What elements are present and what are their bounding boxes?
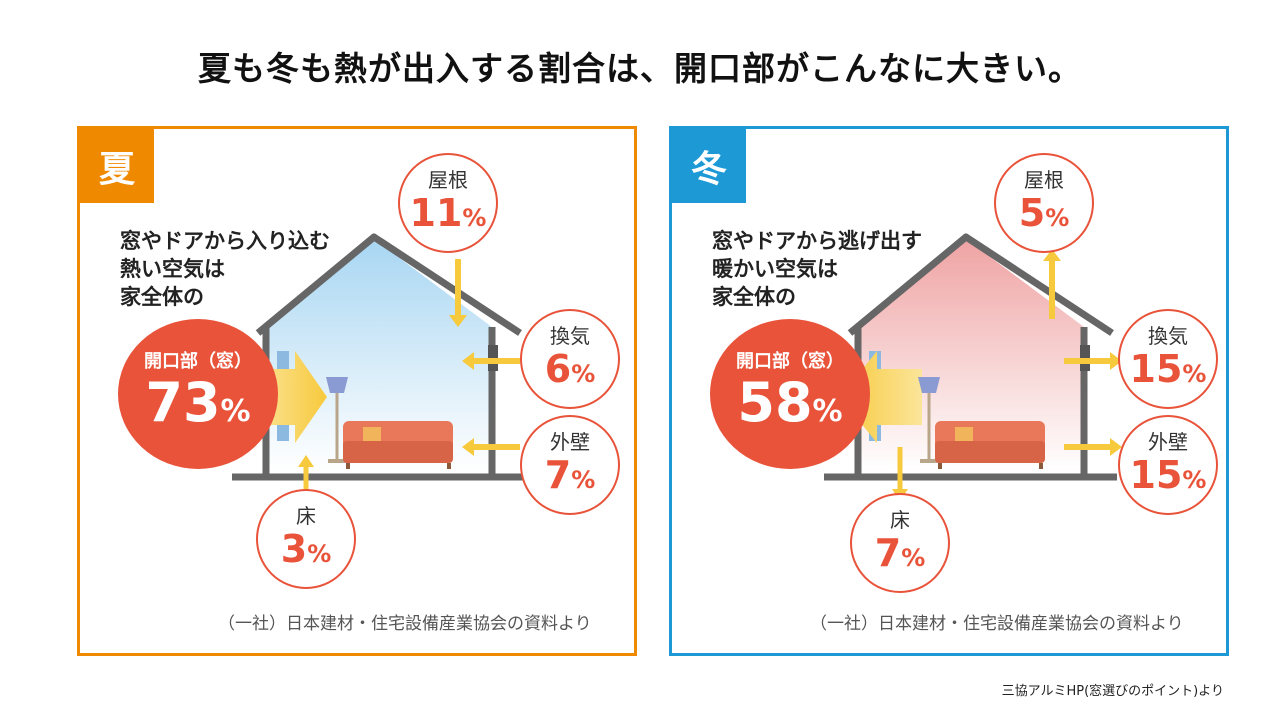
winter-wall-badge: 外壁 15% bbox=[1118, 415, 1218, 515]
page-title: 夏も冬も熱が出入する割合は、開口部がこんなに大きい。 bbox=[198, 49, 1082, 88]
vent-value: 6% bbox=[544, 346, 596, 391]
vent-label: 換気 bbox=[550, 323, 590, 348]
desc-line: 家全体の bbox=[712, 285, 796, 309]
winter-roof-arrow bbox=[1043, 249, 1061, 261]
winter-roof bbox=[847, 233, 1114, 336]
winter-vent-arrow bbox=[1110, 352, 1122, 370]
summer-panel: 夏 窓やドアから入り込む 熱い空気は 家全体の 開口部（窓） 73% 屋根 11… bbox=[77, 126, 637, 656]
summer-house-illustration bbox=[232, 233, 525, 499]
floor-value: 3% bbox=[280, 526, 332, 571]
desc-line: 窓やドアから逃げ出す bbox=[712, 229, 922, 253]
opening-label: 開口部（窓） bbox=[736, 350, 844, 372]
summer-source-note: （一社）日本建材・住宅設備産業協会の資料より bbox=[218, 614, 592, 634]
summer-vent-arrow bbox=[462, 352, 474, 370]
season-label-winter: 冬 bbox=[672, 129, 746, 203]
wall-label: 外壁 bbox=[1148, 429, 1188, 454]
winter-floor-badge: 床 7% bbox=[850, 493, 950, 593]
wall-value: 7% bbox=[544, 452, 596, 497]
winter-panel: 冬 窓やドアから逃げ出す 暖かい空気は 家全体の 開口部（窓） 58% 屋根 5… bbox=[669, 126, 1229, 656]
summer-floor-badge: 床 3% bbox=[256, 489, 356, 589]
winter-roof-badge: 屋根 5% bbox=[994, 153, 1094, 253]
desc-line: 家全体の bbox=[120, 285, 204, 309]
winter-wall-arrow bbox=[1110, 438, 1122, 456]
opening-value: 58% bbox=[737, 370, 843, 434]
summer-interior bbox=[266, 239, 492, 471]
desc-line: 窓やドアから入り込む bbox=[120, 229, 330, 253]
opening-value: 73% bbox=[145, 370, 251, 434]
summer-description: 窓やドアから入り込む 熱い空気は 家全体の bbox=[120, 227, 330, 311]
summer-wall-badge: 外壁 7% bbox=[520, 415, 620, 515]
summer-roof bbox=[255, 233, 522, 336]
summer-floor-arrow bbox=[298, 455, 314, 467]
lamp-shade bbox=[326, 377, 348, 393]
floor-value: 7% bbox=[874, 530, 926, 575]
winter-description: 窓やドアから逃げ出す 暖かい空気は 家全体の bbox=[712, 227, 922, 311]
opening-label: 開口部（窓） bbox=[144, 350, 252, 372]
vent-value: 15% bbox=[1129, 346, 1207, 391]
summer-roof-badge: 屋根 11% bbox=[398, 153, 498, 253]
summer-wall-arrow bbox=[462, 438, 474, 456]
summer-vent-badge: 換気 6% bbox=[520, 309, 620, 409]
roof-label: 屋根 bbox=[1024, 167, 1064, 192]
vent-label: 換気 bbox=[1148, 323, 1188, 348]
roof-value: 11% bbox=[409, 190, 487, 235]
roof-label: 屋根 bbox=[428, 167, 468, 192]
footnote: 三協アルミHP(窓選びのポイント)より bbox=[1001, 684, 1224, 699]
winter-vent-badge: 換気 15% bbox=[1118, 309, 1218, 409]
wall-label: 外壁 bbox=[550, 429, 590, 454]
winter-house-illustration bbox=[824, 233, 1122, 501]
floor-label: 床 bbox=[296, 503, 316, 528]
summer-opening-badge: 開口部（窓） 73% bbox=[118, 319, 278, 469]
floor-label: 床 bbox=[890, 507, 910, 532]
summer-roof-arrow bbox=[449, 315, 467, 327]
winter-opening-badge: 開口部（窓） 58% bbox=[710, 319, 870, 469]
roof-value: 5% bbox=[1018, 190, 1070, 235]
desc-line: 熱い空気は bbox=[120, 257, 225, 281]
season-label-summer: 夏 bbox=[80, 129, 154, 203]
desc-line: 暖かい空気は bbox=[712, 257, 838, 281]
winter-source-note: （一社）日本建材・住宅設備産業協会の資料より bbox=[810, 614, 1184, 634]
wall-value: 15% bbox=[1129, 452, 1207, 497]
